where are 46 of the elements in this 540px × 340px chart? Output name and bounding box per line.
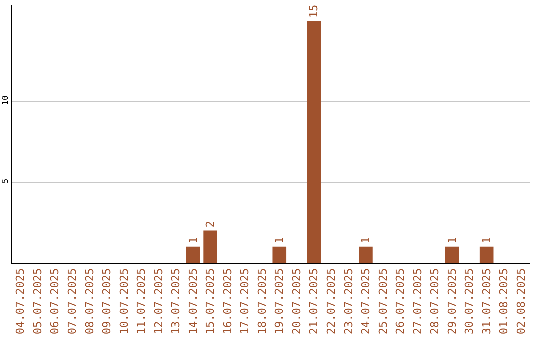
x-tick-label: 07.07.2025 [66,268,80,335]
x-tick-label: 20.07.2025 [290,268,304,335]
data-label: 1 [359,237,372,244]
x-tick-label: 05.07.2025 [31,268,44,335]
x-tick-label: 30.07.2025 [463,268,476,335]
data-label: 1 [186,237,200,244]
x-tick-label: 08.07.2025 [83,268,96,335]
x-tick-label: 04.07.2025 [14,268,28,335]
x-tick-label: 16.07.2025 [221,268,234,335]
x-tick-label: 01.08.2025 [498,268,511,335]
x-tick-label: 02.08.2025 [514,268,528,335]
y-tick-label: 10 [0,96,10,106]
data-label: 15 [308,4,321,18]
bar [480,246,494,263]
bar [307,21,322,263]
y-tick-label: 5 [0,178,10,184]
x-tick-label: 28.07.2025 [428,268,442,335]
data-label: 1 [446,237,459,244]
x-tick-label: 19.07.2025 [273,268,286,335]
x-tick-label: 27.07.2025 [411,268,424,335]
x-tick-label: 18.07.2025 [256,268,269,335]
x-tick-label: 10.07.2025 [118,268,131,335]
x-tick-label: 12.07.2025 [152,268,166,335]
x-tick-label: 06.07.2025 [48,268,62,335]
bar [359,246,373,263]
x-tick-label: 17.07.2025 [238,268,252,335]
x-tick-label: 14.07.2025 [186,268,200,335]
bar [445,246,460,263]
x-tick-label: 11.07.2025 [135,268,148,335]
x-tick-label: 25.07.2025 [376,268,390,335]
x-tick-label: 24.07.2025 [360,268,373,335]
bar [186,246,200,263]
bar [272,246,287,263]
x-tick-label: 22.07.2025 [325,268,338,335]
x-tick-label: 26.07.2025 [394,268,408,335]
x-tick-label: 09.07.2025 [100,268,114,335]
x-tick-label: 23.07.2025 [342,268,356,335]
x-tick-label: 21.07.2025 [308,268,321,335]
bar [204,230,218,263]
x-tick-label: 15.07.2025 [204,268,218,335]
x-tick-label: 29.07.2025 [446,268,459,335]
data-label: 2 [204,221,218,228]
x-tick-label: 13.07.2025 [170,268,183,335]
x-tick-label: 31.07.2025 [480,268,494,335]
data-label: 1 [273,237,286,244]
data-label: 1 [480,237,494,244]
